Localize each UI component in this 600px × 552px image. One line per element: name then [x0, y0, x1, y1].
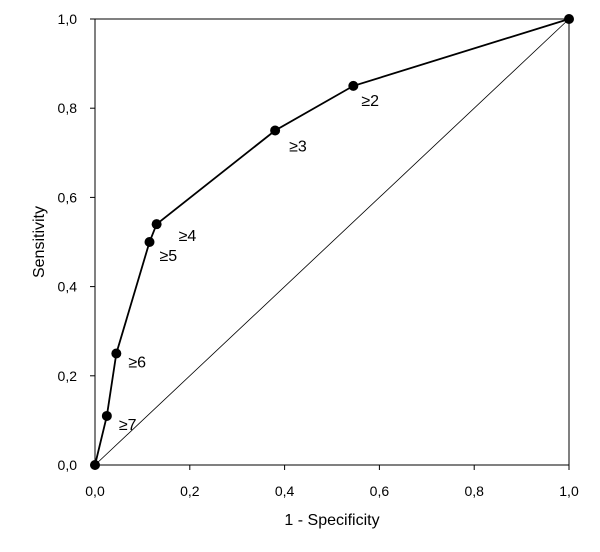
y-axis-ticks: 0,0 0,2 0,4 0,6 0,8 1,0	[58, 11, 95, 473]
x-tick-label: 0,2	[180, 483, 200, 499]
threshold-label: ≥7	[119, 417, 137, 434]
y-tick-label: 0,8	[58, 100, 78, 116]
x-tick-label: 0,6	[370, 483, 390, 499]
data-point	[348, 80, 359, 91]
data-point	[151, 219, 162, 230]
y-tick-label: 0,4	[58, 279, 78, 295]
reference-diagonal	[94, 18, 570, 466]
x-tick-label: 1,0	[559, 483, 579, 499]
data-point	[270, 125, 281, 136]
threshold-label: ≥2	[361, 93, 379, 110]
x-axis-title: 1 - Specificity	[284, 512, 379, 529]
y-tick-label: 1,0	[58, 11, 78, 27]
data-point	[90, 460, 100, 470]
reference-line	[94, 18, 570, 466]
y-tick-label: 0,6	[58, 189, 78, 205]
threshold-label: ≥6	[128, 355, 146, 372]
data-point	[564, 14, 574, 24]
y-tick-label: 0,0	[58, 457, 78, 473]
x-tick-label: 0,8	[464, 483, 484, 499]
roc-series	[90, 14, 574, 470]
plot-area	[94, 18, 570, 466]
x-axis-ticks: 0,0 0,2 0,4 0,6 0,8 1,0	[85, 465, 579, 499]
data-point	[111, 348, 122, 359]
threshold-label: ≥3	[289, 139, 307, 156]
data-point	[101, 410, 112, 421]
x-tick-label: 0,0	[85, 483, 105, 499]
x-tick-label: 0,4	[275, 483, 295, 499]
y-axis-title: Sensitivity	[31, 206, 48, 278]
threshold-labels: ≥7 ≥6 ≥5≥4 ≥3 ≥2	[119, 93, 379, 434]
roc-curve	[94, 18, 570, 466]
y-tick-label: 0,2	[58, 368, 78, 384]
threshold-label: ≥4	[179, 228, 197, 245]
threshold-label: ≥5	[160, 248, 178, 265]
plot-frame	[94, 18, 570, 466]
data-point	[144, 237, 155, 247]
